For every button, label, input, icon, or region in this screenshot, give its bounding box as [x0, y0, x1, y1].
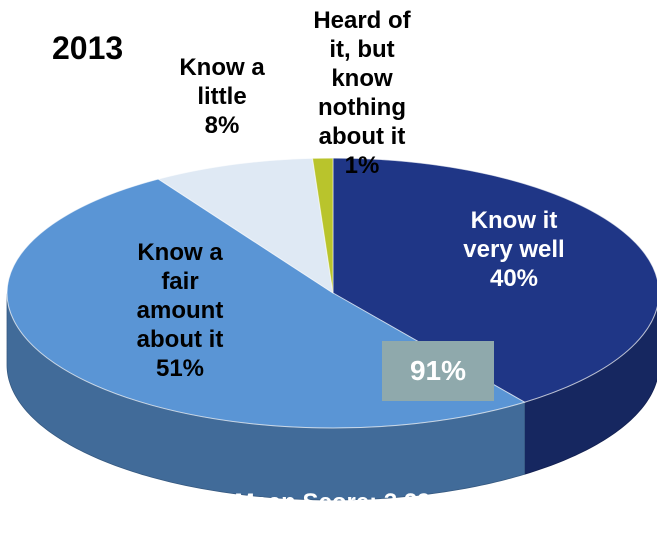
slice-0 [332, 157, 657, 403]
pie-slices [6, 157, 657, 429]
pie-rim [6, 157, 657, 429]
slice-label-2: Know a little 8% [179, 54, 265, 139]
chart-year: 2013 [52, 30, 124, 66]
summary-box: 91% [382, 341, 494, 401]
slice-label-0: Know it very well 40% [463, 207, 564, 292]
slice-2 [157, 157, 334, 295]
slice-3 [311, 157, 334, 294]
slice-labels: Know it very well 40% Know a fair amount about… [137, 7, 565, 382]
slice-label-3: Heard of it, but know nothing about it 1% [313, 7, 411, 179]
slice-label-1: Know a fair amount about it 51% [137, 239, 224, 382]
mean-score: Mean Score: 3.29 [234, 489, 431, 516]
